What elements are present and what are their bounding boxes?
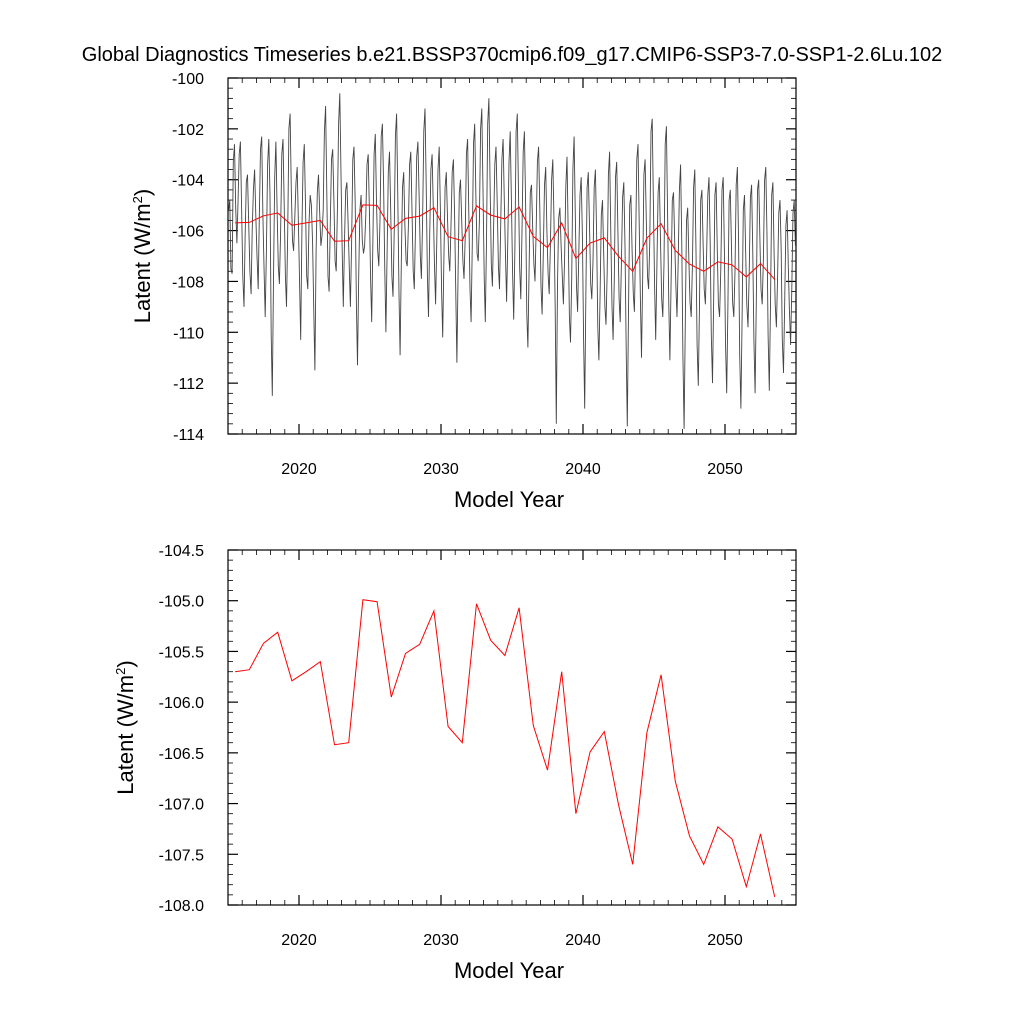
y-tick-label: -104	[172, 173, 204, 190]
bottom-series-annual	[235, 599, 776, 898]
x-tick-label: 2020	[281, 932, 317, 949]
y-tick-label: -105.0	[159, 594, 204, 611]
bottom-x-axis-title: Model Year	[454, 958, 564, 983]
y-tick-label: -107.0	[159, 797, 204, 814]
y-tick-label: -104.5	[159, 543, 204, 560]
y-tick-label: -106.0	[159, 695, 204, 712]
top-series-monthly	[228, 93, 796, 429]
y-tick-label: -107.5	[159, 847, 204, 864]
y-tick-label: -110	[173, 325, 204, 342]
y-tick-label: -114	[173, 427, 204, 444]
y-tick-label: -100	[172, 71, 204, 88]
y-tick-label: -108	[172, 274, 204, 291]
top-x-axis-title: Model Year	[454, 487, 564, 512]
y-tick-label: -106	[172, 224, 204, 241]
top-y-minor-ticks	[228, 87, 796, 425]
x-tick-label: 2030	[423, 932, 459, 949]
y-tick-label: -112	[173, 376, 204, 393]
bottom-plot-frame	[227, 549, 797, 906]
y-tick-label: -108.0	[159, 898, 204, 915]
bottom-panel: 2020 2030 2040 2050 -108.0 -107.5 -107.0 -106.5…	[113, 543, 797, 983]
y-tick-label: -106.5	[159, 746, 204, 763]
bottom-y-axis-title: Latent (W/m2)	[113, 660, 138, 794]
top-series-annual	[235, 204, 776, 280]
x-tick-label: 2030	[423, 461, 459, 478]
x-tick-label: 2050	[707, 932, 743, 949]
y-tick-label: -102	[172, 122, 204, 139]
top-panel: 2020 2030 2040 2050 -114 -112 -110 -108 -106 -104…	[130, 71, 797, 512]
x-tick-label: 2040	[565, 461, 601, 478]
top-y-axis-title: Latent (W/m2)	[130, 189, 155, 323]
x-tick-label: 2050	[707, 461, 743, 478]
x-tick-label: 2020	[281, 461, 317, 478]
bottom-y-minor-ticks	[228, 559, 796, 896]
x-tick-label: 2040	[565, 932, 601, 949]
figure-title: Global Diagnostics Timeseries b.e21.BSSP…	[81, 44, 943, 66]
top-x-minor-ticks	[227, 78, 797, 434]
y-tick-label: -105.5	[159, 644, 204, 661]
bottom-x-minor-ticks	[227, 550, 797, 905]
